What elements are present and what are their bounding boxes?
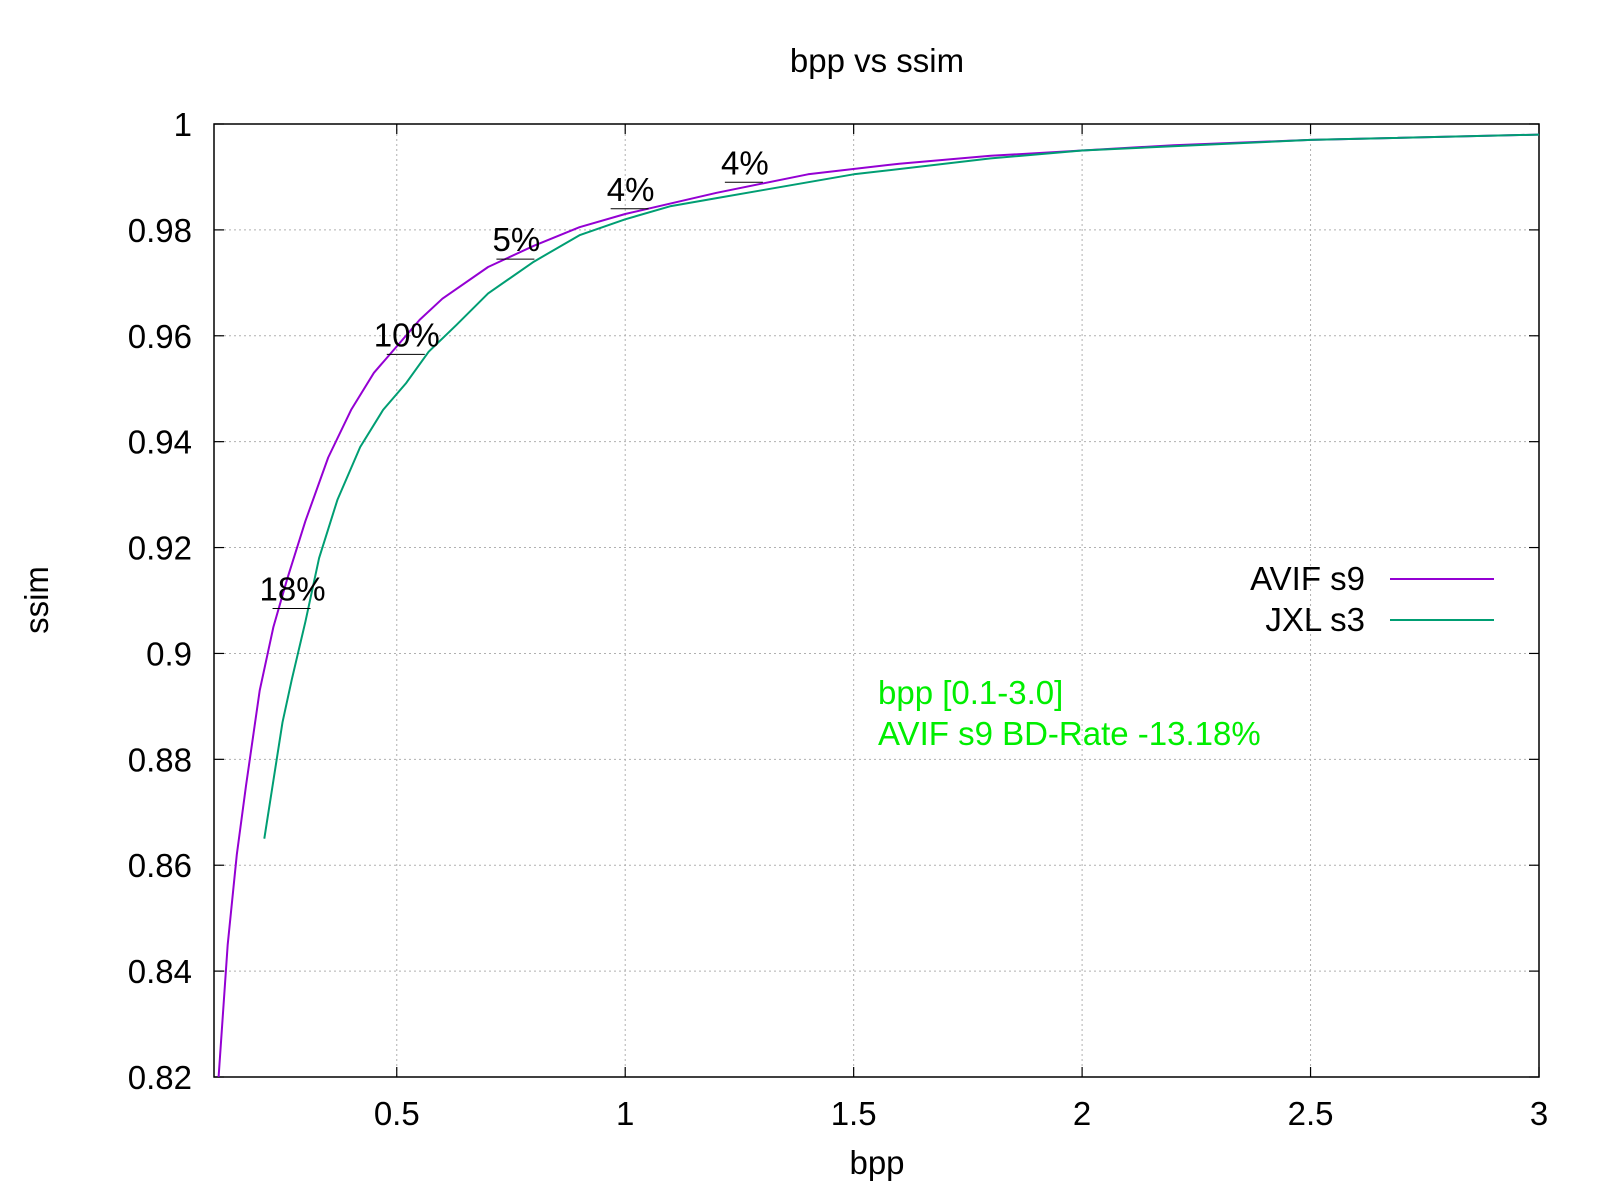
legend-label-jxl: JXL s3 xyxy=(1265,601,1365,638)
y-tick-label: 1 xyxy=(174,106,192,143)
x-tick-label: 2.5 xyxy=(1288,1095,1334,1132)
x-tick-label: 0.5 xyxy=(374,1095,420,1132)
y-tick-label: 0.92 xyxy=(128,530,192,567)
x-axis-title: bpp xyxy=(849,1144,904,1181)
plot-frame xyxy=(213,123,1540,1078)
bd-rate-annotations: 18% 10% 5% 4% 4% xyxy=(260,144,769,609)
legend: AVIF s9 JXL s3 xyxy=(1250,560,1494,638)
x-tick-label: 3 xyxy=(1530,1095,1548,1132)
annotation-label: 10% xyxy=(374,316,440,353)
series-line-avif xyxy=(217,133,1540,1078)
axis-ticks: 0.82 0.84 0.86 0.88 0.9 0.92 0.94 0.96 0.98 1 0.5 1… xyxy=(128,106,1548,1132)
bd-rate-info: bpp [0.1-3.0] AVIF s9 BD-Rate -13.18% xyxy=(878,674,1261,752)
x-tick-label: 1 xyxy=(616,1095,634,1132)
grid-lines xyxy=(214,124,1539,1077)
chart-title: bpp vs ssim xyxy=(790,42,964,79)
annotation-label: 5% xyxy=(493,221,541,258)
series-line-jxl xyxy=(263,133,1540,839)
info-bpp-range: bpp [0.1-3.0] xyxy=(878,674,1063,711)
x-tick-label: 1.5 xyxy=(831,1095,877,1132)
y-tick-label: 0.9 xyxy=(146,635,192,672)
annotation-label: 4% xyxy=(721,144,769,181)
y-tick-label: 0.94 xyxy=(128,424,192,461)
y-tick-label: 0.96 xyxy=(128,318,192,355)
annotation-label: 18% xyxy=(260,571,326,608)
y-tick-label: 0.98 xyxy=(128,212,192,249)
y-tick-label: 0.86 xyxy=(128,847,192,884)
x-tick-label: 2 xyxy=(1073,1095,1091,1132)
legend-label-avif: AVIF s9 xyxy=(1250,560,1365,597)
series-lines xyxy=(217,133,1540,1078)
info-bd-rate: AVIF s9 BD-Rate -13.18% xyxy=(878,715,1261,752)
y-tick-label: 0.88 xyxy=(128,741,192,778)
y-tick-label: 0.84 xyxy=(128,953,192,990)
annotation-label: 4% xyxy=(607,171,655,208)
y-tick-label: 0.82 xyxy=(128,1059,192,1096)
y-axis-title: ssim xyxy=(18,566,55,634)
